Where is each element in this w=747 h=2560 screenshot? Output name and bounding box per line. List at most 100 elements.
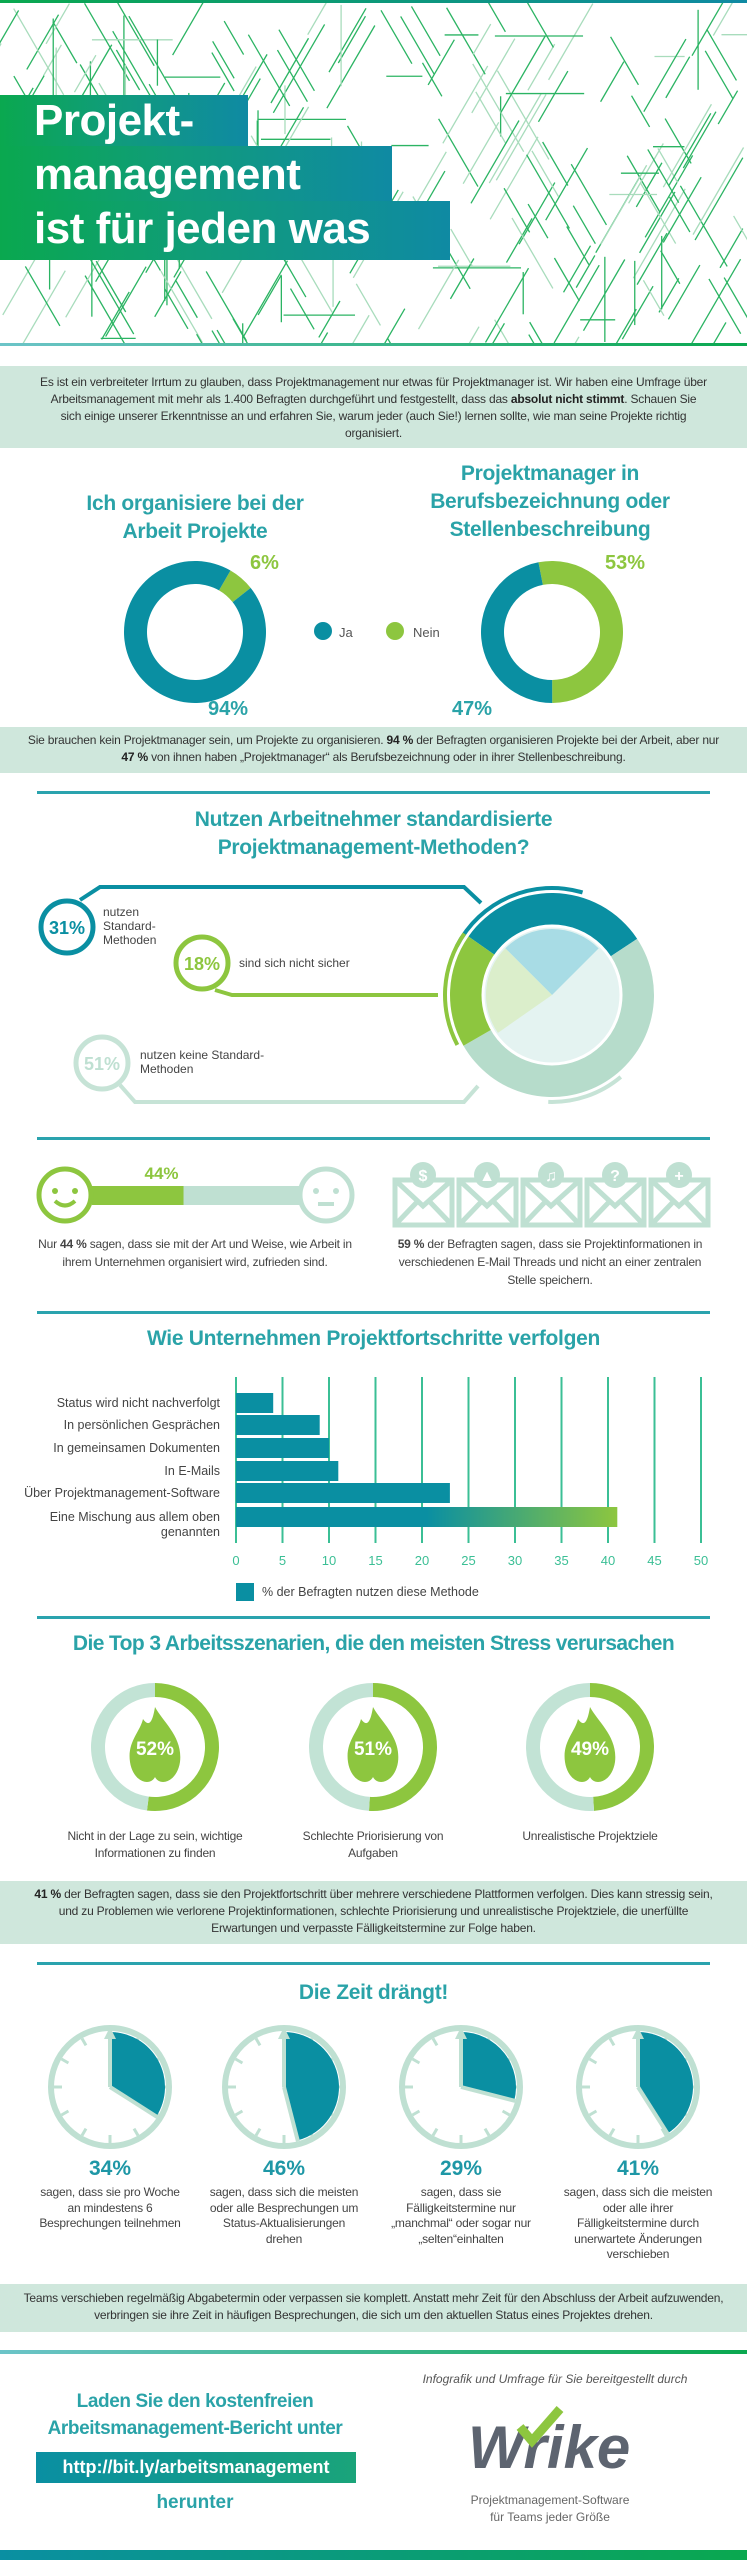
pattern-line — [529, 321, 543, 343]
badge-18-label: 18% — [184, 954, 220, 974]
clock-tick — [132, 2127, 140, 2137]
pattern-line — [575, 255, 596, 288]
pattern-line — [626, 155, 661, 213]
time-description: sagen, dass sie Fälligkeitstermine nur „… — [391, 2185, 531, 2246]
text-part: Nur — [38, 1237, 60, 1251]
pattern-line — [83, 3, 131, 82]
x-tick-label: 15 — [368, 1553, 382, 1568]
pattern-line — [223, 20, 245, 55]
pattern-line — [553, 257, 580, 302]
pattern-line — [212, 40, 235, 79]
pattern-line — [43, 44, 62, 76]
pattern-line — [668, 112, 712, 186]
pattern-line — [472, 63, 525, 153]
pattern-line — [636, 232, 668, 285]
clock-icon — [576, 2025, 700, 2149]
pattern-line — [503, 187, 531, 233]
pattern-line — [537, 70, 569, 123]
badge-51-label: 51% — [84, 1054, 120, 1074]
pattern-line — [160, 270, 203, 343]
dollar-icon: $ — [419, 1168, 428, 1185]
pattern-line — [526, 3, 554, 48]
footer-divider — [0, 2350, 747, 2354]
pattern-line — [154, 271, 182, 318]
arrow-icon — [278, 2027, 290, 2039]
pattern-line — [421, 62, 443, 97]
pattern-line — [257, 274, 282, 316]
intro-text-bold: absolut nicht stimmt — [510, 392, 625, 406]
divider — [37, 791, 710, 794]
happy-face-icon — [36, 1166, 94, 1224]
pattern-line — [553, 264, 600, 343]
bar — [236, 1461, 339, 1481]
pattern-line — [211, 52, 235, 92]
pattern-line — [542, 141, 569, 186]
text-part: der Befragten sagen, dass sie Projektinf… — [398, 1237, 703, 1287]
divider — [37, 1616, 710, 1619]
inner-wedge-standard — [505, 929, 599, 995]
envelope-lines — [457, 1178, 518, 1227]
methods-text-standard: nutzen Standard-Methoden — [103, 905, 157, 947]
satisfaction-bar: 44% — [36, 1164, 355, 1224]
pattern-line — [644, 155, 694, 238]
envelope-icon: ▲ — [456, 1162, 519, 1228]
summary-band-2: Sie brauchen kein Projektmanager sein, u… — [0, 727, 747, 773]
pattern-line — [128, 15, 178, 100]
stress-label-2: Schlechte Priorisierung von Aufgaben — [302, 1829, 444, 1860]
report-link[interactable]: http://bit.ly/arbeitsmanagement — [36, 2452, 356, 2483]
badge-31 — [38, 898, 96, 956]
x-tick-label: 25 — [461, 1553, 475, 1568]
question-icon-badge — [602, 1162, 628, 1188]
pattern-line — [562, 245, 592, 293]
pattern-line — [164, 288, 189, 330]
pattern-line — [380, 9, 413, 64]
clock-tick — [431, 2037, 439, 2047]
pattern-line — [471, 38, 516, 114]
clock-tick — [588, 2057, 598, 2065]
flame-icon — [347, 1707, 399, 1782]
methods-title: Nutzen Arbeitnehmer standardisierte Proj… — [194, 808, 553, 859]
time-percent: 34% — [88, 2157, 132, 2180]
segment-none — [463, 938, 654, 1097]
pattern-line — [427, 39, 455, 86]
clock-icon — [48, 2025, 172, 2149]
pattern-line — [307, 3, 327, 35]
title-box-2 — [0, 146, 392, 202]
divider — [37, 1137, 710, 1140]
band-bold: 94 % — [386, 733, 414, 747]
methods-text-unsure: sind sich nicht sicher — [239, 956, 350, 970]
pattern-line — [566, 226, 590, 265]
outer-arc-unsure — [443, 932, 466, 1046]
plus-icon: + — [674, 1168, 683, 1185]
donut-left-nein-segment — [219, 570, 251, 603]
wrike-logo[interactable]: Wrike — [460, 2405, 640, 2480]
band-bold: 41 % — [34, 1887, 61, 1901]
pattern-line — [270, 37, 310, 104]
page-title-line-1: Projekt- — [34, 96, 194, 145]
pattern-line — [665, 56, 691, 99]
band-text: der Befragten organisieren Projekte bei … — [413, 733, 720, 747]
outer-arc-none — [548, 1075, 623, 1104]
pattern-line — [400, 16, 435, 75]
clock-hand — [108, 2085, 159, 2119]
arrow-icon — [455, 2027, 467, 2039]
pattern-line — [112, 30, 152, 97]
clock-tick — [608, 2037, 616, 2047]
pattern-line — [449, 258, 475, 300]
x-tick-label: 0 — [232, 1553, 239, 1568]
pattern-line — [713, 322, 727, 343]
pattern-line — [527, 43, 556, 91]
y-category-label: Über Projektmanagement-Software — [24, 1486, 220, 1500]
pattern-line — [610, 36, 639, 86]
pattern-line — [570, 163, 608, 226]
pattern-line — [232, 318, 248, 343]
pattern-line — [289, 288, 315, 330]
pattern-line — [733, 215, 747, 241]
legend-nein-swatch — [386, 622, 404, 640]
summary-band-3: 41 % der Befragten sagen, dass sie den P… — [0, 1881, 747, 1944]
divider — [37, 1962, 710, 1965]
stress-rings: 52% 51% 49% — [90, 1683, 655, 1811]
donut-left-title: Ich organisiere bei der Arbeit Projekte — [86, 492, 304, 543]
intro-text-part: . Schauen Sie sich einige unserer Erkenn… — [60, 392, 697, 440]
pattern-line — [505, 218, 533, 263]
